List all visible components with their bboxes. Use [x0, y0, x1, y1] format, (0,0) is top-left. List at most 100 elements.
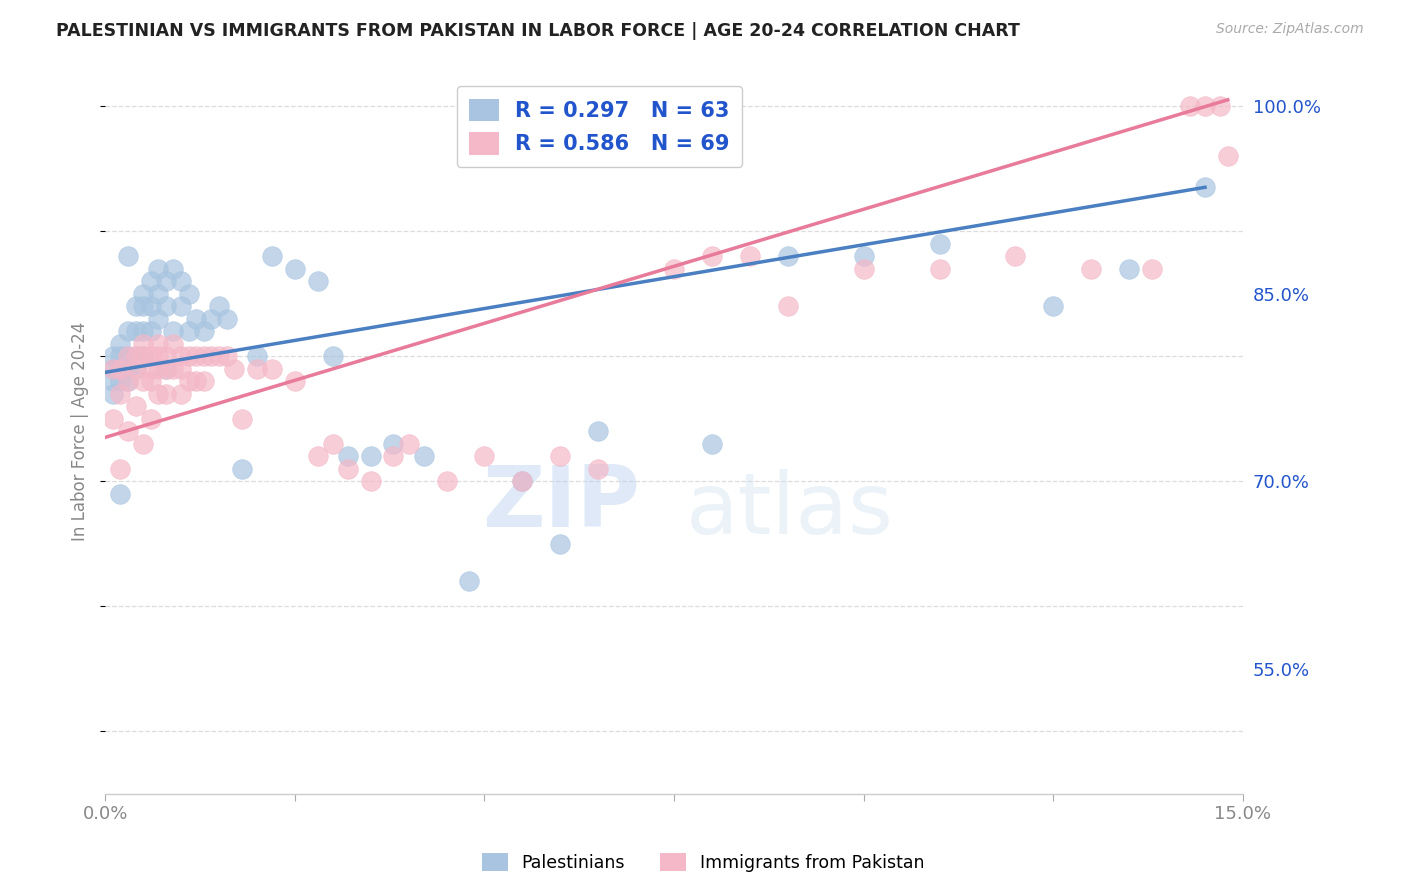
Point	[110, 461, 132, 475]
Point	[101, 361, 124, 376]
Point	[284, 374, 307, 388]
Point	[307, 449, 329, 463]
Point	[170, 274, 193, 288]
Point	[132, 286, 155, 301]
Point	[200, 311, 222, 326]
Point	[336, 461, 359, 475]
Point	[215, 311, 238, 326]
Point	[139, 274, 162, 288]
Point	[231, 461, 253, 475]
Point	[162, 336, 184, 351]
Point	[132, 349, 155, 363]
Point	[177, 324, 200, 338]
Point	[262, 361, 284, 376]
Point	[1194, 180, 1216, 194]
Point	[322, 349, 344, 363]
Point	[139, 411, 162, 425]
Point	[148, 311, 170, 326]
Point	[132, 324, 155, 338]
Legend: R = 0.297   N = 63, R = 0.586   N = 69: R = 0.297 N = 63, R = 0.586 N = 69	[457, 87, 742, 167]
Point	[117, 249, 139, 263]
Point	[155, 274, 177, 288]
Point	[110, 386, 132, 401]
Point	[512, 474, 534, 488]
Point	[928, 236, 950, 251]
Point	[162, 361, 184, 376]
Point	[110, 361, 132, 376]
Point	[132, 299, 155, 313]
Point	[550, 449, 572, 463]
Text: PALESTINIAN VS IMMIGRANTS FROM PAKISTAN IN LABOR FORCE | AGE 20-24 CORRELATION C: PALESTINIAN VS IMMIGRANTS FROM PAKISTAN …	[56, 22, 1021, 40]
Point	[776, 249, 799, 263]
Point	[117, 361, 139, 376]
Point	[262, 249, 284, 263]
Point	[170, 299, 193, 313]
Point	[186, 311, 208, 326]
Point	[231, 411, 253, 425]
Point	[1178, 99, 1201, 113]
Point	[110, 374, 132, 388]
Point	[246, 361, 269, 376]
Point	[139, 374, 162, 388]
Legend: Palestinians, Immigrants from Pakistan: Palestinians, Immigrants from Pakistan	[475, 847, 931, 879]
Point	[139, 361, 162, 376]
Text: ZIP: ZIP	[482, 462, 640, 545]
Point	[148, 261, 170, 276]
Point	[117, 349, 139, 363]
Point	[139, 299, 162, 313]
Point	[1140, 261, 1163, 276]
Y-axis label: In Labor Force | Age 20-24: In Labor Force | Age 20-24	[72, 321, 89, 541]
Point	[101, 386, 124, 401]
Point	[148, 386, 170, 401]
Point	[155, 386, 177, 401]
Point	[101, 361, 124, 376]
Point	[738, 249, 761, 263]
Point	[177, 286, 200, 301]
Point	[155, 361, 177, 376]
Point	[110, 349, 132, 363]
Point	[208, 349, 231, 363]
Point	[155, 361, 177, 376]
Point	[132, 336, 155, 351]
Point	[162, 261, 184, 276]
Point	[155, 349, 177, 363]
Point	[382, 449, 405, 463]
Point	[458, 574, 481, 588]
Point	[208, 299, 231, 313]
Point	[148, 286, 170, 301]
Point	[284, 261, 307, 276]
Point	[139, 324, 162, 338]
Point	[186, 374, 208, 388]
Point	[132, 349, 155, 363]
Point	[148, 349, 170, 363]
Point	[124, 361, 146, 376]
Point	[170, 361, 193, 376]
Point	[322, 436, 344, 450]
Point	[110, 486, 132, 500]
Point	[360, 474, 382, 488]
Point	[117, 374, 139, 388]
Point	[307, 274, 329, 288]
Point	[474, 449, 496, 463]
Point	[1194, 99, 1216, 113]
Point	[1118, 261, 1140, 276]
Point	[586, 461, 609, 475]
Point	[117, 424, 139, 438]
Point	[155, 299, 177, 313]
Point	[124, 399, 146, 413]
Point	[662, 261, 685, 276]
Point	[193, 349, 215, 363]
Point	[700, 436, 723, 450]
Point	[398, 436, 420, 450]
Point	[360, 449, 382, 463]
Point	[139, 349, 162, 363]
Point	[148, 336, 170, 351]
Point	[170, 386, 193, 401]
Point	[186, 349, 208, 363]
Point	[177, 374, 200, 388]
Point	[110, 361, 132, 376]
Point	[1004, 249, 1026, 263]
Point	[124, 349, 146, 363]
Point	[1209, 99, 1232, 113]
Point	[110, 336, 132, 351]
